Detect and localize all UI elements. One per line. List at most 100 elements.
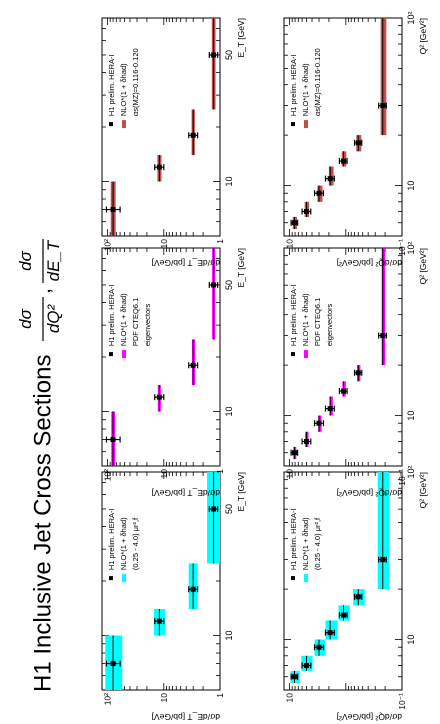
chart-panel-et-pdf: 10 50 1 10 10² E_T [GeV] dσ/dE_T [pb/GeV] H1 pr…	[101, 247, 246, 498]
data-point	[105, 411, 121, 466]
legend-entry: NLO*(1 + δhad)	[119, 63, 128, 116]
data-point	[324, 396, 335, 416]
data-point	[208, 248, 219, 340]
plot-frame	[101, 17, 221, 237]
data-point	[301, 655, 312, 671]
y-tick-label: 1	[215, 693, 225, 698]
x-axis-label: Q² [GeV²]	[418, 248, 428, 284]
data-point	[290, 670, 299, 684]
legend-entry: PDF CTEQ6.1	[131, 298, 140, 346]
legend-data-marker	[109, 122, 113, 127]
y-tick-label: 10	[159, 693, 169, 703]
title-fraction-2-denominator: dE_T	[44, 239, 63, 281]
legend-entry: (0.25 - 4.0) μr²,f	[131, 517, 140, 570]
y-tick-label: 10²	[103, 239, 113, 251]
x-tick-label: 50	[224, 504, 234, 514]
legend-entry: H1 prelim. HERA-I	[289, 54, 298, 116]
x-tick-label: 10	[224, 406, 234, 416]
y-axis-label: dσ/dQ² [pb/GeV²]	[337, 712, 402, 722]
legend-band-swatch	[122, 574, 126, 583]
title-separator: ,	[33, 288, 55, 294]
legend-data-marker	[291, 122, 295, 127]
x-tick-label: 10²	[406, 465, 416, 478]
data-point	[353, 589, 363, 606]
data-point	[208, 472, 219, 564]
plot-frame	[283, 247, 403, 467]
y-tick-label: 10	[159, 239, 169, 249]
page-title-main: H1 Inclusive Jet Cross Sections	[29, 355, 56, 692]
legend-entry: eigenvectors	[143, 303, 152, 346]
title-fraction-1-denominator: dQ²	[44, 303, 63, 333]
y-axis-label: dσ/dE_T [pb/GeV]	[152, 712, 220, 722]
data-point	[154, 385, 165, 412]
y-axis-label: dσ/dQ² [pb/GeV²]	[337, 258, 402, 268]
data-point	[105, 181, 121, 236]
y-tick-label: 10	[285, 693, 295, 703]
theory-band	[328, 166, 334, 186]
data-point	[208, 18, 219, 110]
y-tick-label: 10⁻¹	[397, 469, 407, 486]
legend-entry: H1 prelim. HERA-I	[289, 284, 298, 346]
x-axis-label: Q² [GeV²]	[418, 472, 428, 508]
legend-entry: PDF CTEQ6.1	[313, 298, 322, 346]
x-axis-label: E_T [GeV]	[236, 18, 246, 58]
x-tick-label: 10²	[406, 241, 416, 254]
legend-entry: NLO*(1 + δhad)	[301, 293, 310, 346]
legend-entry: NLO*(1 + δhad)	[119, 517, 128, 570]
legend-band-swatch	[122, 350, 126, 359]
y-tick-label: 10	[285, 239, 295, 249]
x-tick-label: 50	[224, 280, 234, 290]
data-point	[378, 248, 387, 366]
legend-band-swatch	[122, 120, 126, 129]
x-tick-label: 10	[224, 630, 234, 640]
y-axis-label: dσ/dE_T [pb/GeV]	[152, 258, 220, 268]
x-tick-label: 10	[406, 411, 416, 421]
data-point	[324, 166, 335, 186]
data-point	[338, 605, 348, 621]
data-point	[188, 109, 199, 156]
y-tick-label: 10⁻¹	[397, 693, 407, 710]
data-point	[338, 151, 348, 167]
legend-entry: eigenvectors	[325, 303, 334, 346]
data-point	[353, 365, 363, 382]
data-point	[154, 155, 165, 182]
data-point	[290, 216, 299, 230]
plot-frame	[101, 247, 221, 467]
legend-entry: (0.25 - 4.0) μr²,f	[313, 517, 322, 570]
data-point	[188, 339, 199, 386]
legend-entry: NLO*(1 + δhad)	[119, 293, 128, 346]
data-point	[378, 18, 387, 136]
x-axis-label: E_T [GeV]	[236, 248, 246, 288]
data-point	[188, 563, 199, 610]
y-tick-label: 1	[215, 469, 225, 474]
legend-band-swatch	[304, 120, 308, 129]
data-point	[105, 635, 121, 690]
theory-band	[380, 17, 387, 136]
data-point	[353, 135, 363, 152]
x-axis-label: E_T [GeV]	[236, 472, 246, 512]
legend-entry: H1 prelim. HERA-I	[107, 508, 116, 570]
y-axis-label: dσ/dQ² [pb/GeV²]	[337, 488, 402, 498]
legend-entry: NLO*(1 + δhad)	[301, 517, 310, 570]
y-tick-label: 1	[215, 239, 225, 244]
data-point	[301, 201, 312, 217]
data-point	[154, 609, 165, 636]
legend-entry: αs(MZ)=0.116-0.120	[313, 48, 322, 116]
x-tick-label: 50	[224, 50, 234, 60]
data-point	[313, 639, 325, 656]
legend-entry: H1 prelim. HERA-I	[107, 284, 116, 346]
y-tick-label: 10	[159, 469, 169, 479]
legend-band-swatch	[304, 350, 308, 359]
legend-entry: αs(MZ)=0.116-0.120	[131, 48, 140, 116]
legend-entry: H1 prelim. HERA-I	[289, 508, 298, 570]
plot-frame	[283, 17, 403, 237]
theory-band	[325, 620, 338, 640]
chart-panel-et-scale: 10 50 1 10 10² E_T [GeV] dσ/dE_T [pb/GeV] H1 pr…	[101, 471, 246, 722]
data-point	[338, 381, 348, 397]
data-point	[324, 620, 335, 640]
chart-panel-et-alphas: 10 50 1 10 10² E_T [GeV] dσ/dE_T [pb/GeV] H1 pr…	[101, 17, 246, 268]
data-point	[290, 446, 299, 460]
y-tick-label: 10²	[103, 469, 113, 481]
x-tick-label: 10	[406, 635, 416, 645]
